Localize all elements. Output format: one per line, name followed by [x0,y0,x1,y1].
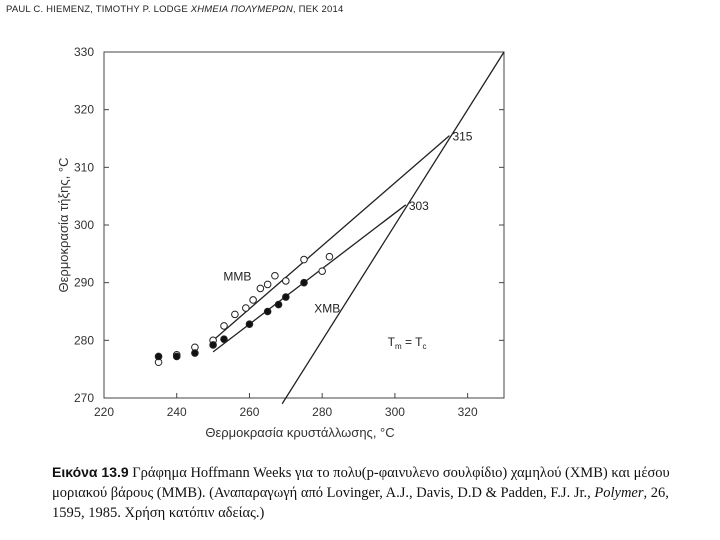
equation-rhs-sub: c [422,342,426,351]
equation-lhs-main: T [388,335,396,349]
lines-layer [212,51,505,405]
annotation-mmb: MMB [223,270,251,284]
x-tick-label-220: 220 [94,405,114,419]
y-axis-label: Θερμοκρασία τήξης, °C [56,158,71,293]
data-point-mmb-11 [282,277,290,285]
data-point-xmb-9 [300,278,308,287]
annotation-xmb: XMB [314,301,340,315]
y-tick-label-330: 330 [74,45,94,59]
header-book-title: ΧΗΜΕΙΑ ΠΟΛΥΜΕΡΩΝ [190,4,293,15]
data-point-xmb-8 [282,293,290,301]
equation-lhs-sub: m [395,342,402,351]
data-point-xmb-3 [209,341,217,349]
data-point-xmb-7 [274,300,283,309]
equation-rhs-main: T [415,335,423,349]
x-tick-label-240: 240 [167,405,187,419]
data-point-mmb-8 [256,284,265,293]
y-tick-label-310: 310 [74,160,94,174]
caption-text-part1: Γράφημα Hoffmann Weeks για το πολυ(p-φαι… [52,465,670,501]
data-point-mmb-4 [220,322,228,330]
x-tick-label-260: 260 [239,405,259,419]
annotation-layer: 315 303 MMB XMB [223,130,472,316]
data-point-mmb-14 [325,252,334,261]
annotation-315: 315 [452,130,472,144]
fit-line-xmb [212,204,407,353]
data-point-mmb-12 [300,255,308,264]
x-tick-label-320: 320 [458,405,478,419]
plot-frame [103,51,505,399]
caption-text-part2: , 26, 1595, 1985. Χρήση κατόπιν αδείας.) [52,485,669,521]
caption-label: Εικόνα 13.9 [52,464,129,480]
data-point-mmb-13 [318,267,326,275]
figure-caption: Εικόνα 13.9 Γράφημα Hoffmann Weeks για τ… [52,462,692,523]
data-point-mmb-10 [271,271,279,280]
caption-journal: Polymer [594,485,644,501]
annotation-303: 303 [409,199,429,213]
page-header: PAUL C. HIEMENZ, TIMOTHY P. LODGE ΧΗΜΕΙΑ… [6,4,344,15]
data-point-mmb-6 [242,304,250,312]
header-authors: PAUL C. HIEMENZ, TIMOTHY P. LODGE [6,4,191,15]
data-point-mmb-7 [249,296,257,304]
equation-equals: = [402,335,415,349]
data-point-xmb-2 [191,349,199,357]
y-tick-label-300: 300 [74,218,94,232]
fit-line-mmb [212,135,450,341]
equation-label: Tm = Tc [388,335,427,351]
y-tick-label-270: 270 [74,391,94,405]
data-point-xmb-6 [263,307,272,316]
x-axis-label: Θερμοκρασία κρυστάλλωσης, °C [205,425,394,440]
axes-layer: 220 240 260 280 300 320 270 280 290 300 310 320 330 [74,45,504,419]
data-point-mmb-9 [263,280,272,289]
x-tick-label-280: 280 [312,405,332,419]
data-point-xmb-0 [154,352,163,361]
y-tick-label-320: 320 [74,103,94,117]
y-tick-label-290: 290 [74,276,94,290]
data-point-xmb-4 [220,335,228,343]
fit-line-tm-tc [281,51,505,405]
y-tick-label-280: 280 [74,333,94,347]
x-tick-label-300: 300 [385,405,405,419]
data-point-xmb-5 [245,320,254,328]
hoffman-weeks-chart: 220 240 260 280 300 320270280290300310320330 … [56,45,505,440]
header-publisher: , ΠΕΚ 2014 [292,4,344,15]
data-point-mmb-5 [231,310,239,319]
points-layer [154,252,334,367]
data-point-xmb-1 [172,352,181,361]
